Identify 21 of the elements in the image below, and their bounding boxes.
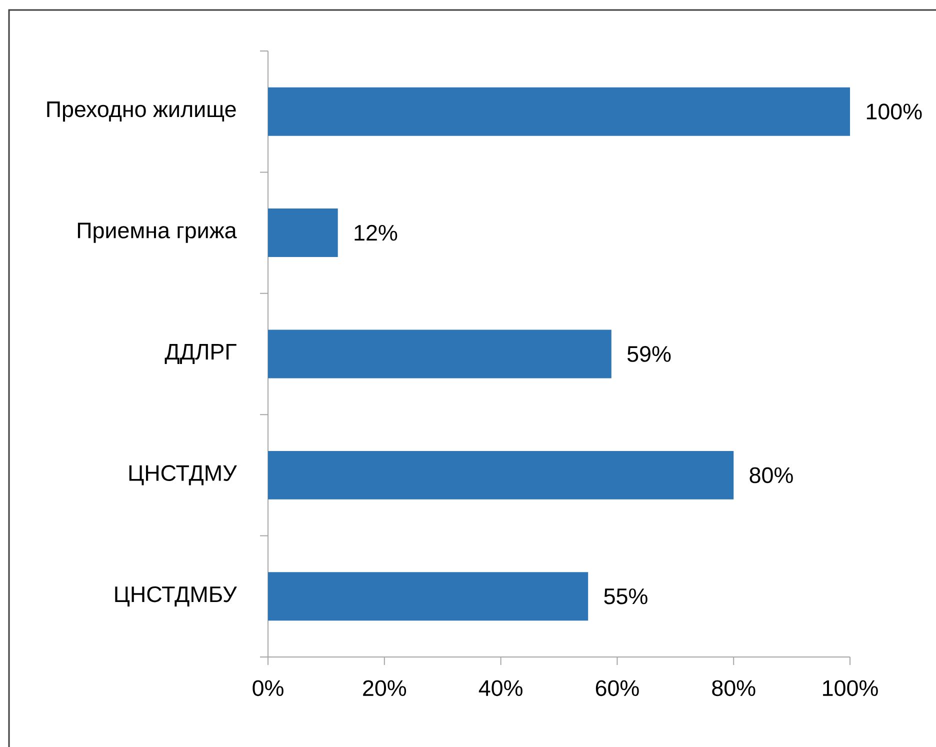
bar xyxy=(268,572,588,621)
y-tick-label: ЦНСТДМУ xyxy=(129,465,237,486)
y-tick-label: Приемна грижа xyxy=(78,222,237,243)
bar xyxy=(268,330,612,378)
y-tick-label: ДДЛРГ xyxy=(164,344,236,364)
x-tick-label: 0% xyxy=(252,680,284,696)
x-tick-label: 40% xyxy=(478,680,522,696)
x-tick-label: 80% xyxy=(712,680,756,696)
data-label: 100% xyxy=(866,104,922,120)
bar xyxy=(268,450,734,500)
bar xyxy=(268,87,850,136)
x-tick-label: 60% xyxy=(596,680,639,696)
data-label: 12% xyxy=(354,224,398,241)
data-label: 80% xyxy=(750,467,793,484)
x-tick-label: 100% xyxy=(823,680,878,696)
data-label: 55% xyxy=(604,588,648,604)
y-tick-label: ЦНСТДМБУ xyxy=(115,586,237,606)
bar xyxy=(268,208,338,258)
data-label: 59% xyxy=(627,346,671,362)
x-tick-label: 20% xyxy=(363,680,406,696)
y-tick-label: Преходно жилище xyxy=(47,102,236,122)
